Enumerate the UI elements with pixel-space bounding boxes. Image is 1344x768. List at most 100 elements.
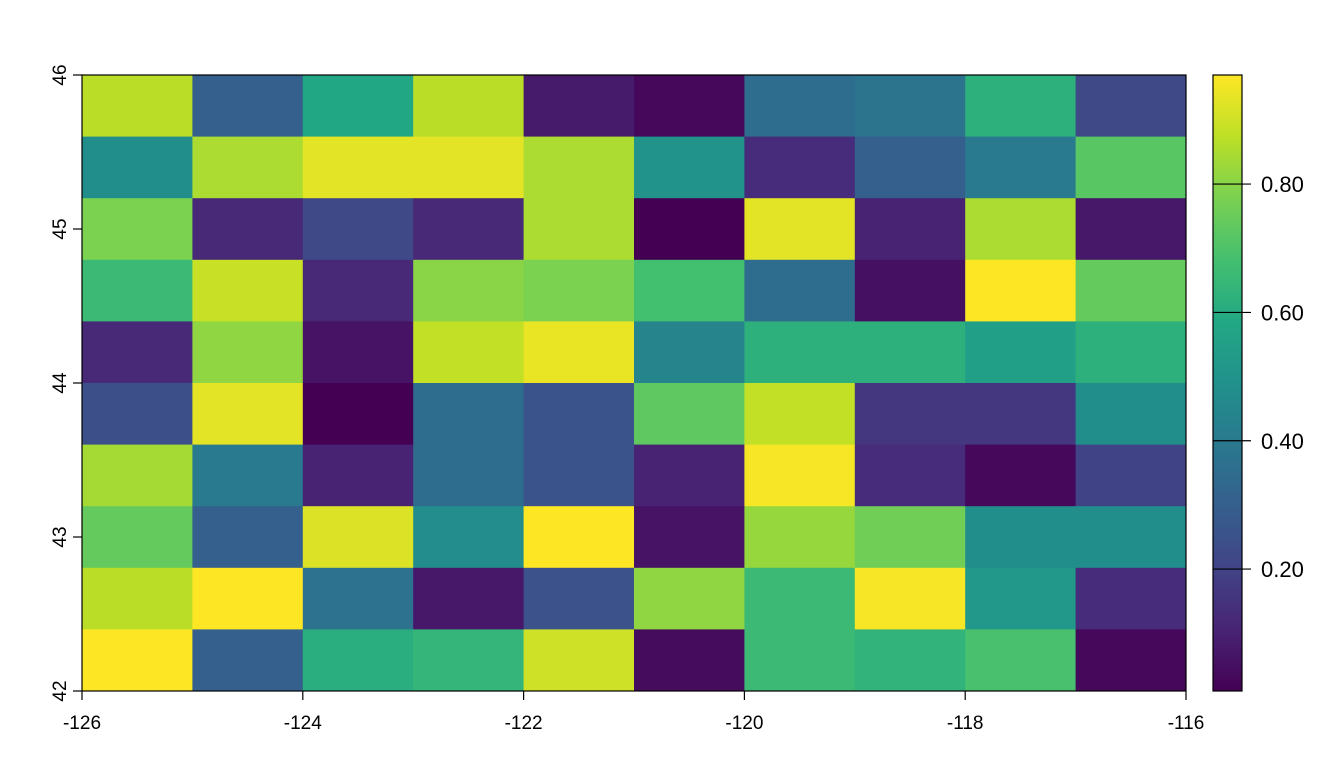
heatmap-cell	[965, 259, 1077, 322]
heatmap-cell	[854, 136, 966, 199]
heatmap-cell	[634, 198, 745, 261]
heatmap-cell	[1075, 567, 1187, 630]
heatmap-cell	[523, 198, 635, 261]
heatmap-cell	[1075, 75, 1187, 138]
x-tick-label: -122	[505, 713, 543, 734]
heatmap-cell	[854, 506, 966, 569]
x-axis: -126 -124 -122 -120 -118 -116	[63, 691, 1204, 734]
heatmap-cell	[744, 567, 856, 630]
x-tick-label: -126	[63, 713, 101, 734]
heatmap-cell	[634, 136, 745, 199]
heatmap-cell	[854, 198, 966, 261]
heatmap-cells	[82, 75, 1187, 692]
heatmap-cell	[192, 383, 304, 446]
heatmap-cell	[192, 321, 304, 384]
heatmap-cell	[413, 321, 525, 384]
heatmap-cell	[413, 629, 525, 692]
heatmap-cell	[634, 321, 745, 384]
heatmap-cell	[744, 444, 856, 507]
x-tick-label: -118	[947, 713, 984, 734]
heatmap-cell	[744, 198, 856, 261]
heatmap-cell	[192, 198, 304, 261]
heatmap-cell	[82, 629, 193, 692]
heatmap-cell	[192, 136, 304, 199]
heatmap-cell	[634, 629, 745, 692]
heatmap-cell	[302, 75, 414, 138]
heatmap-cell	[82, 383, 193, 446]
heatmap-cell	[82, 506, 193, 569]
heatmap-cell	[523, 506, 635, 569]
heatmap-cell	[523, 75, 635, 138]
heatmap-cell	[413, 259, 525, 322]
colorbar-tick-label: 0.20	[1261, 557, 1304, 582]
y-tick-label: 42	[50, 680, 71, 701]
y-tick-label: 45	[50, 218, 71, 239]
heatmap-cell	[634, 383, 745, 446]
heatmap-cell	[192, 259, 304, 322]
heatmap-cell	[523, 259, 635, 322]
heatmap-cell	[523, 321, 635, 384]
heatmap-cell	[634, 259, 745, 322]
heatmap-cell	[744, 259, 856, 322]
heatmap-cell	[744, 75, 856, 138]
heatmap-cell	[413, 506, 525, 569]
heatmap-cell	[413, 136, 525, 199]
heatmap-cell	[82, 198, 193, 261]
colorbar-gradient	[1212, 74, 1243, 692]
x-tick-label: -124	[284, 713, 322, 734]
heatmap-cell	[634, 506, 745, 569]
heatmap-cell	[744, 629, 856, 692]
heatmap-cell	[854, 629, 966, 692]
heatmap-cell	[302, 383, 414, 446]
heatmap-cell	[82, 444, 193, 507]
heatmap-cell	[413, 383, 525, 446]
heatmap-cell	[634, 567, 745, 630]
heatmap-cell	[965, 629, 1077, 692]
heatmap-cell	[965, 198, 1077, 261]
heatmap-cell	[192, 629, 304, 692]
heatmap-cell	[523, 629, 635, 692]
heatmap-cell	[965, 75, 1077, 138]
heatmap-cell	[965, 444, 1077, 507]
y-axis: 42 43 44 45 46	[50, 64, 82, 702]
heatmap-cell	[744, 321, 856, 384]
colorbar-legend: 0.20 0.40 0.60 0.80	[1212, 74, 1304, 692]
heatmap-cell	[965, 567, 1077, 630]
heatmap-cell	[854, 259, 966, 322]
colorbar-tick-label: 0.80	[1261, 172, 1304, 197]
x-tick-label: -120	[725, 713, 763, 734]
heatmap-cell	[192, 75, 304, 138]
heatmap-cell	[523, 444, 635, 507]
heatmap-cell	[523, 383, 635, 446]
heatmap-cell	[192, 444, 304, 507]
heatmap-cell	[1075, 259, 1187, 322]
heatmap-cell	[854, 321, 966, 384]
heatmap-cell	[82, 321, 193, 384]
heatmap-cell	[1075, 506, 1187, 569]
heatmap-cell	[1075, 136, 1187, 199]
heatmap-cell	[82, 136, 193, 199]
heatmap-cell	[413, 567, 525, 630]
heatmap-cell	[1075, 629, 1187, 692]
heatmap-cell	[634, 75, 745, 138]
heatmap-cell	[413, 75, 525, 138]
heatmap-cell	[523, 136, 635, 199]
heatmap-cell	[302, 259, 414, 322]
colorbar-tick-label: 0.60	[1261, 300, 1304, 325]
heatmap-cell	[854, 75, 966, 138]
heatmap-cell	[634, 444, 745, 507]
heatmap-cell	[1075, 321, 1187, 384]
heatmap-cell	[1075, 198, 1187, 261]
heatmap-cell	[413, 198, 525, 261]
heatmap-cell	[744, 506, 856, 569]
heatmap-cell	[413, 444, 525, 507]
heatmap-cell	[854, 383, 966, 446]
heatmap-cell	[302, 136, 414, 199]
heatmap-cell	[302, 444, 414, 507]
heatmap-cell	[192, 506, 304, 569]
y-tick-label: 43	[50, 526, 71, 547]
heatmap-cell	[1075, 444, 1187, 507]
y-tick-label: 46	[50, 64, 71, 85]
heatmap-cell	[1075, 383, 1187, 446]
